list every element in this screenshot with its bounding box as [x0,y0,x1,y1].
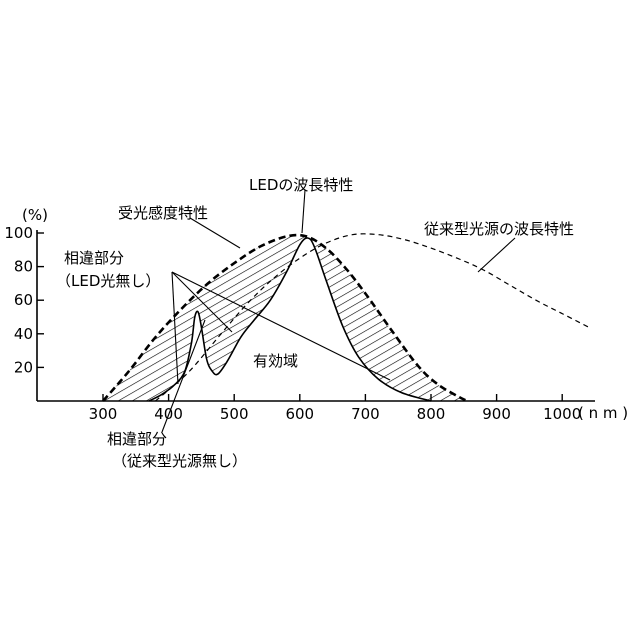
effective-region-label: 有効域 [253,352,298,370]
difference-hatch-regions [103,235,467,401]
difference-no-led-label-2: （LED光無し） [56,272,160,290]
x-tick-label: 600 [285,405,314,423]
y-tick-label: 60 [14,291,33,309]
x-tick-label: 800 [417,405,446,423]
y-axis-unit: (%) [22,206,48,224]
x-tick-label: 300 [89,405,118,423]
conventional-wavelength-label: 従来型光源の波長特性 [424,220,574,238]
x-tick-label: 1000 [543,405,581,423]
x-tick-label: 700 [351,405,380,423]
y-ticks: 20 40 60 80 100 [4,224,44,376]
leader-led-label [302,190,305,233]
y-tick-label: 20 [14,358,33,376]
y-tick-label: 40 [14,325,33,343]
y-tick-label: 100 [4,224,33,242]
sensitivity-label: 受光感度特性 [118,204,208,222]
difference-no-led-label-1: 相違部分 [64,249,124,267]
x-axis-unit: ( n m ) [578,404,628,422]
x-tick-label: 500 [220,405,249,423]
leader-conventional-label [478,238,515,272]
led-wavelength-label: LEDの波長特性 [249,176,353,194]
y-tick-label: 80 [14,258,33,276]
leader-sensitivity-label [190,218,240,248]
difference-no-conventional-label-2: （従来型光源無し） [112,452,247,470]
difference-no-conventional-label-1: 相違部分 [107,430,167,448]
x-tick-label: 900 [482,405,511,423]
